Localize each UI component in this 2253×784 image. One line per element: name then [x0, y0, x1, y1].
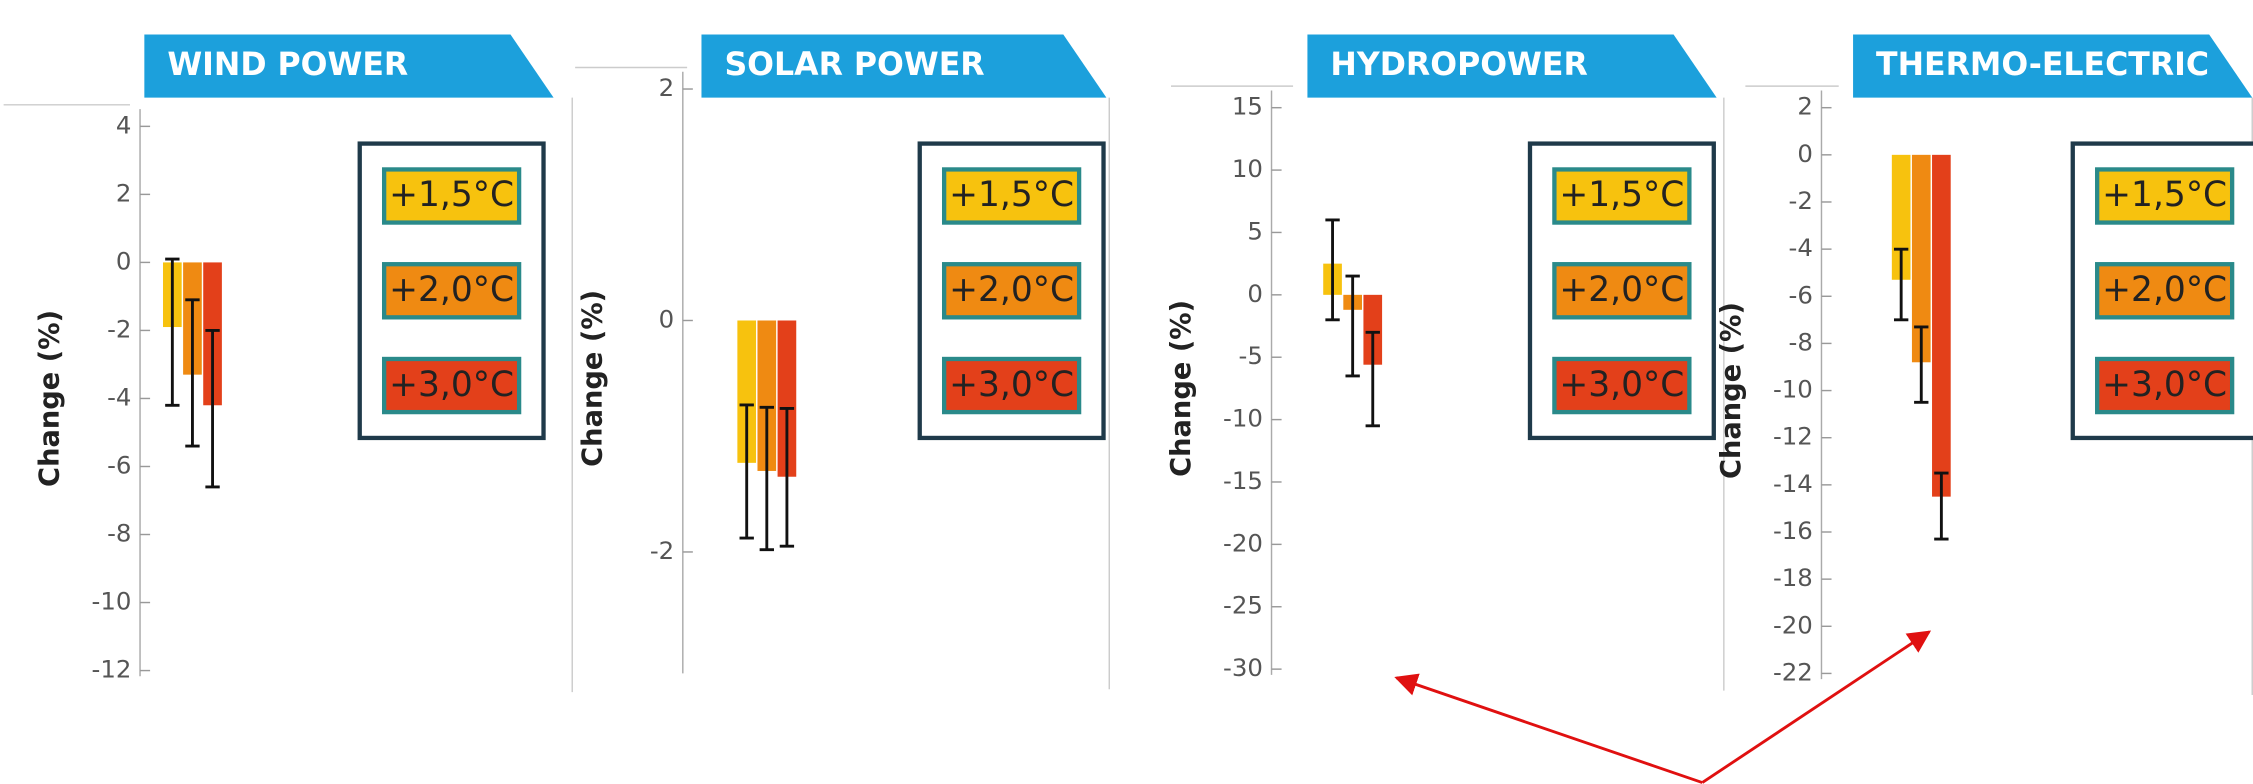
legend-label: +3,0°C	[949, 365, 1074, 405]
bar	[1363, 294, 1383, 365]
y-tick-label: -20	[1773, 610, 1813, 639]
y-tick-label: 15	[1232, 92, 1263, 121]
y-tick-label: -2	[107, 314, 131, 343]
y-tick-label: 0	[1247, 279, 1263, 308]
legend-label: +1,5°C	[1559, 175, 1684, 215]
chart-panel: HYDROPOWER Change (%) -30 -25 -20 -15 -10 -5 0 5 1…	[1166, 34, 1725, 691]
legend-swatch	[1552, 262, 1692, 320]
y-tick-label: -6	[107, 450, 131, 479]
y-tick-label: -22	[1773, 657, 1813, 686]
y-tick-label: -30	[1223, 653, 1263, 682]
error-bar	[1934, 471, 1949, 541]
y-axis-label: Change (%)	[1716, 302, 1747, 479]
error-bar	[185, 298, 200, 448]
legend-label: +2,0°C	[1559, 270, 1684, 310]
y-tick-label: -12	[92, 655, 132, 684]
y-tick-label: -6	[1789, 280, 1813, 309]
y-tick-label: -4	[107, 382, 131, 411]
y-axis-label: Change (%)	[577, 290, 608, 467]
legend-label: +1,5°C	[2102, 175, 2227, 215]
chart-title: WIND POWER	[167, 47, 408, 83]
y-axis-label: Change (%)	[1166, 300, 1197, 477]
legend-swatch	[2095, 167, 2235, 225]
panel-frame	[1171, 85, 1725, 691]
y-tick-label: -14	[1773, 469, 1813, 498]
bar	[757, 320, 777, 471]
legend-swatch	[941, 262, 1082, 320]
error-bar	[1914, 325, 1929, 404]
legend-swatch	[941, 356, 1082, 415]
y-tick-label: 4	[116, 110, 132, 139]
y-tick-label: -8	[1789, 327, 1813, 356]
annotation-arrows	[1394, 630, 1932, 784]
error-bar	[1365, 330, 1380, 428]
legend-swatch	[1552, 356, 1692, 415]
error-bar	[779, 407, 795, 548]
y-tick-label: 10	[1232, 154, 1263, 183]
y-tick-label: 5	[1247, 216, 1263, 245]
y-tick-label: 2	[1797, 92, 1813, 121]
legend-swatch	[941, 167, 1082, 225]
error-bar	[1345, 274, 1360, 378]
legend-swatch	[2095, 356, 2235, 415]
y-tick-label: -4	[1789, 233, 1813, 262]
chart-title: SOLAR POWER	[724, 47, 984, 83]
y-tick-label: 2	[659, 73, 675, 102]
title-banner	[701, 34, 1107, 98]
panel-frame	[575, 66, 1110, 690]
y-tick-label: -8	[107, 519, 131, 548]
legend-swatch	[381, 262, 522, 320]
y-tick-label: -2	[1789, 186, 1813, 215]
chart-title: HYDROPOWER	[1330, 47, 1587, 83]
legend-swatch	[1552, 167, 1692, 225]
legend-swatch	[2095, 262, 2235, 320]
y-tick-label: -5	[1239, 341, 1263, 370]
legend-swatch	[381, 167, 522, 225]
bar	[1911, 154, 1931, 363]
panel-frame	[3, 97, 573, 693]
legend-label: +2,0°C	[389, 270, 514, 310]
legend-label: +1,5°C	[389, 175, 514, 215]
y-tick-label: 0	[659, 304, 675, 333]
bar	[777, 320, 797, 477]
chart-title: THERMO-ELECTRIC	[1876, 47, 2209, 83]
y-tick-label: -15	[1223, 466, 1263, 495]
title-banner	[144, 34, 554, 98]
y-tick-label: -10	[92, 587, 132, 616]
error-bar	[1325, 218, 1340, 322]
error-bar	[739, 403, 754, 540]
bar	[1932, 154, 1951, 497]
error-bar	[205, 329, 220, 489]
title-banner	[1307, 34, 1717, 98]
y-tick-label: -10	[1223, 404, 1263, 433]
y-tick-label: -16	[1773, 516, 1813, 545]
chart-panel: WIND POWER Change (%) -12 -10 -8 -6 -4 -2 0 2 4 +1,…	[3, 34, 573, 693]
y-axis-label: Change (%)	[35, 310, 66, 487]
chart-panel: SOLAR POWER Change (%) -2 0 2 +1,5°C +2,0°C +3,…	[575, 34, 1110, 690]
legend-label: +3,0°C	[2102, 365, 2227, 405]
legend-label: +2,0°C	[2102, 270, 2227, 310]
y-tick-label: -12	[1773, 422, 1813, 451]
legend-label: +3,0°C	[389, 365, 514, 405]
error-bar	[1893, 247, 1909, 322]
legend-swatch	[381, 356, 522, 415]
y-tick-label: -18	[1773, 563, 1813, 592]
error-bar	[165, 257, 180, 407]
y-tick-label: -25	[1223, 591, 1263, 620]
legend-label: +1,5°C	[949, 175, 1074, 215]
y-tick-label: -10	[1773, 375, 1813, 404]
title-banner	[1853, 34, 2253, 98]
error-bar	[759, 405, 774, 552]
y-tick-label: 0	[116, 246, 132, 275]
legend-label: +3,0°C	[1559, 365, 1684, 405]
bar	[737, 320, 757, 463]
y-tick-label: 2	[116, 178, 132, 207]
y-tick-label: 0	[1797, 139, 1813, 168]
y-tick-label: -2	[650, 536, 674, 565]
y-tick-label: -20	[1223, 528, 1263, 557]
legend-label: +2,0°C	[949, 270, 1074, 310]
